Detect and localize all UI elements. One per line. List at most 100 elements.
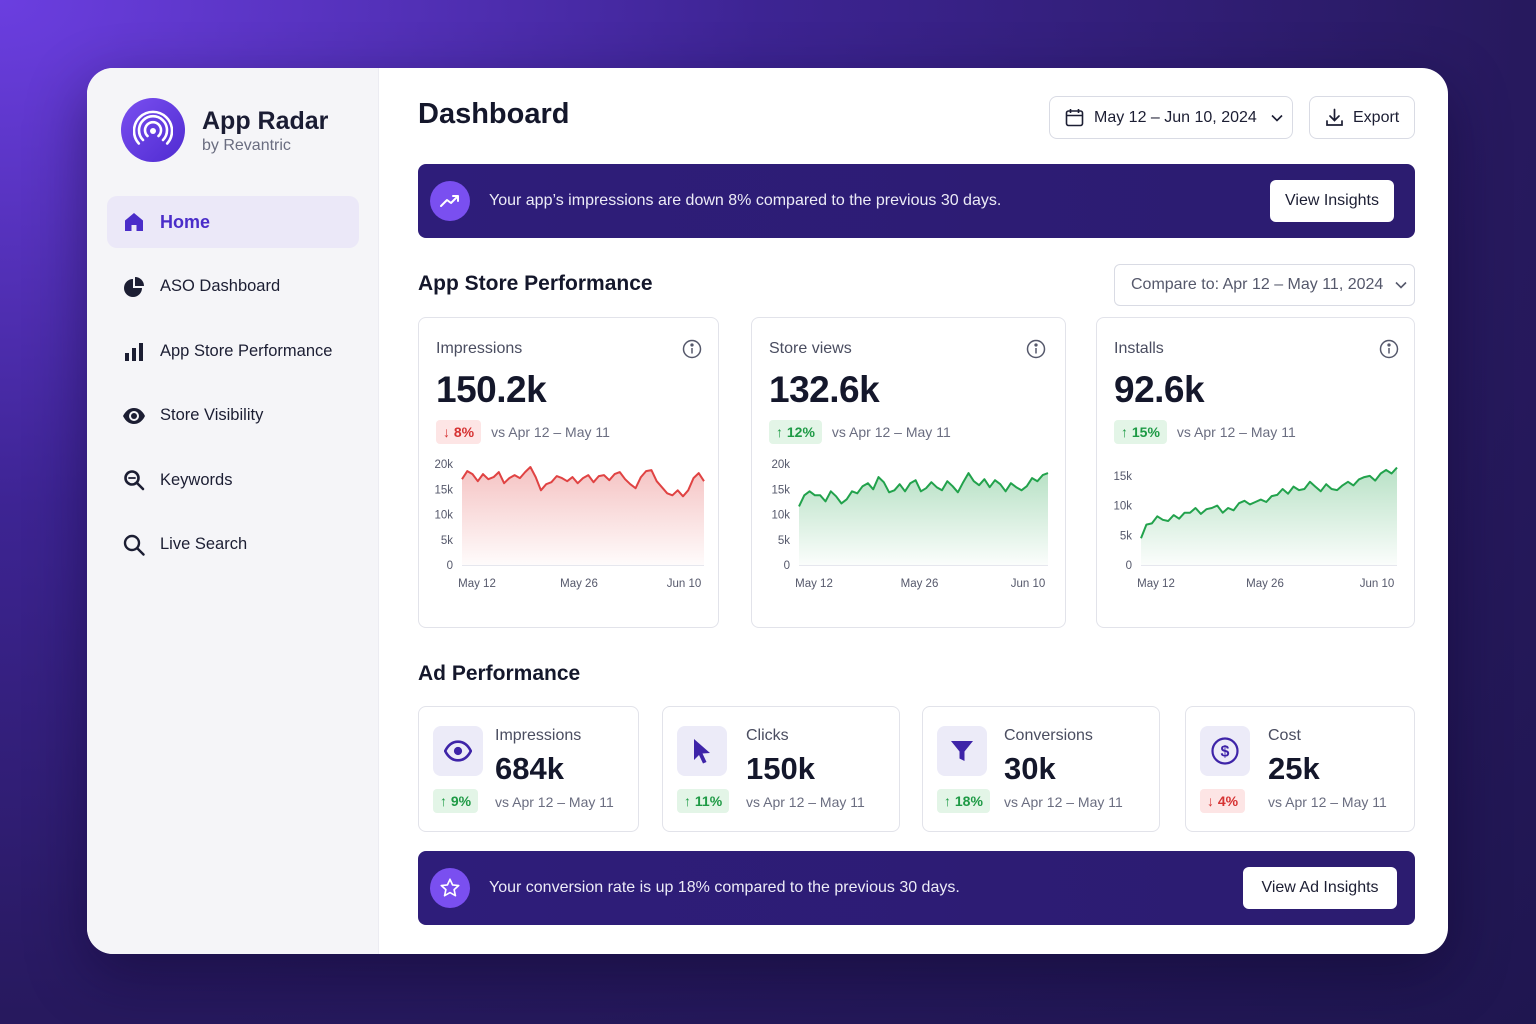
store-views-chart: 0 5k 10k 15k 20k May 12 May 26 Jun 10 bbox=[771, 459, 1049, 590]
y-tick-label: 15k bbox=[434, 484, 453, 496]
info-icon[interactable] bbox=[682, 339, 702, 364]
comparison-period: vs Apr 12 – May 11 bbox=[1176, 424, 1296, 440]
ad-card-value: 30k bbox=[1004, 751, 1056, 786]
conversion-alert-banner: Your conversion rate is up 18% compared … bbox=[418, 851, 1415, 925]
brand[interactable]: App Radar by Revantric bbox=[121, 98, 328, 162]
y-tick-label: 0 bbox=[1126, 560, 1132, 572]
installs-card[interactable]: Installs 92.6k ↑ 15% vs Apr 12 – May 11 … bbox=[1096, 317, 1415, 628]
svg-text:$: $ bbox=[1221, 744, 1230, 761]
arrow-down-icon: ↓ bbox=[1207, 793, 1218, 809]
arrow-down-icon: ↓ bbox=[443, 424, 454, 440]
ad-impressions-card[interactable]: Impressions 684k ↑ 9% vs Apr 12 – May 11 bbox=[418, 706, 639, 832]
change-badge: ↑ 12% bbox=[769, 420, 822, 444]
series-line bbox=[1140, 466, 1398, 539]
comparison-period: vs Apr 12 – May 11 bbox=[491, 424, 610, 440]
arrow-up-icon: ↑ bbox=[776, 424, 787, 440]
x-tick-label: May 12 bbox=[1137, 578, 1175, 590]
y-tick-label: 15k bbox=[1113, 471, 1132, 483]
compare-label: Compare to: Apr 12 – May 11, 2024 bbox=[1131, 276, 1384, 293]
view-insights-button[interactable]: View Insights bbox=[1270, 180, 1394, 222]
home-icon bbox=[122, 210, 146, 234]
ad-cost-card[interactable]: $ Cost 25k ↓ 4% vs Apr 12 – May 11 bbox=[1185, 706, 1415, 832]
ad-card-label: Cost bbox=[1268, 727, 1301, 744]
date-range-picker[interactable]: May 12 – Jun 10, 2024 bbox=[1049, 96, 1293, 139]
pie-chart-icon bbox=[122, 275, 146, 299]
info-icon[interactable] bbox=[1379, 339, 1399, 364]
ad-clicks-card[interactable]: Clicks 150k ↑ 11% vs Apr 12 – May 11 bbox=[662, 706, 900, 832]
sidebar-item-label: Live Search bbox=[160, 535, 248, 553]
arrow-up-icon: ↑ bbox=[440, 793, 451, 809]
change-badge: ↓ 4% bbox=[1200, 789, 1246, 813]
impressions-alert-banner: Your app’s impressions are down 8% compa… bbox=[418, 164, 1415, 238]
cursor-icon bbox=[677, 726, 727, 776]
sidebar-item-home[interactable]: Home bbox=[107, 196, 359, 248]
sidebar-item-aso-dashboard[interactable]: ASO Dashboard bbox=[107, 261, 359, 313]
alert-text: Your conversion rate is up 18% compared … bbox=[489, 879, 960, 896]
export-button[interactable]: Export bbox=[1309, 96, 1415, 139]
sidebar-item-keywords[interactable]: Keywords bbox=[107, 454, 359, 506]
sidebar-item-store-visibility[interactable]: Store Visibility bbox=[107, 390, 359, 442]
ad-card-label: Conversions bbox=[1004, 727, 1093, 744]
info-icon[interactable] bbox=[1026, 339, 1046, 364]
comparison-period: vs Apr 12 – May 11 bbox=[831, 424, 951, 440]
export-label: Export bbox=[1353, 108, 1400, 126]
date-range-label: May 12 – Jun 10, 2024 bbox=[1094, 108, 1257, 126]
x-tick-label: May 12 bbox=[795, 578, 833, 590]
x-tick-label: Jun 10 bbox=[667, 578, 702, 590]
impressions-card[interactable]: Impressions 150.2k ↓ 8% vs Apr 12 – May … bbox=[418, 317, 719, 628]
y-tick-label: 10k bbox=[771, 510, 790, 522]
series-line bbox=[461, 466, 705, 498]
y-tick-label: 15k bbox=[771, 484, 790, 496]
series-area bbox=[799, 473, 1048, 565]
view-ad-insights-button[interactable]: View Ad Insights bbox=[1243, 867, 1397, 909]
app-window: App Radar by Revantric Home ASO Dashboar… bbox=[87, 68, 1448, 954]
sidebar-item-live-search[interactable]: Live Search bbox=[107, 519, 359, 571]
store-views-card[interactable]: Store views 132.6k ↑ 12% vs Apr 12 – May… bbox=[751, 317, 1066, 628]
ad-card-value: 25k bbox=[1268, 751, 1320, 786]
comparison-period: vs Apr 12 – May 11 bbox=[1004, 794, 1123, 810]
sidebar-item-label: Keywords bbox=[160, 470, 233, 489]
card-value: 132.6k bbox=[769, 369, 880, 410]
download-icon bbox=[1325, 108, 1344, 127]
change-badge: ↑ 15% bbox=[1114, 420, 1167, 444]
store-section-title: App Store Performance bbox=[418, 272, 653, 295]
change-badge: ↓ 8% bbox=[436, 420, 482, 444]
comparison-period: vs Apr 12 – May 11 bbox=[495, 794, 614, 810]
compare-range-select[interactable]: Compare to: Apr 12 – May 11, 2024 bbox=[1114, 264, 1415, 306]
x-tick-label: May 26 bbox=[1246, 578, 1284, 590]
y-tick-label: 10k bbox=[1113, 501, 1132, 513]
ad-card-label: Impressions bbox=[495, 727, 582, 744]
series-area bbox=[1141, 467, 1397, 565]
card-label: Store views bbox=[769, 340, 852, 357]
calendar-icon bbox=[1065, 108, 1084, 127]
x-tick-label: Jun 10 bbox=[1011, 578, 1046, 590]
sidebar-item-label: App Store Performance bbox=[160, 341, 333, 360]
main-content: Dashboard May 12 – Jun 10, 2024 Export Y… bbox=[418, 68, 1448, 954]
sidebar-item-label: Home bbox=[160, 211, 211, 232]
trend-icon bbox=[430, 181, 470, 221]
ad-card-value: 150k bbox=[746, 751, 815, 786]
ad-card-value: 684k bbox=[495, 751, 564, 786]
ad-card-label: Clicks bbox=[746, 727, 789, 744]
sidebar-item-label: ASO Dashboard bbox=[160, 277, 281, 295]
funnel-icon bbox=[937, 726, 987, 776]
y-tick-label: 10k bbox=[434, 510, 453, 522]
comparison-period: vs Apr 12 – May 11 bbox=[1268, 794, 1387, 810]
app-subtitle: by Revantric bbox=[202, 136, 291, 154]
sidebar-nav: Home ASO Dashboard App Store Performance… bbox=[107, 196, 359, 583]
y-tick-label: 5k bbox=[441, 535, 453, 547]
chevron-down-icon bbox=[1395, 281, 1407, 289]
ad-conversions-card[interactable]: Conversions 30k ↑ 18% vs Apr 12 – May 11 bbox=[922, 706, 1160, 832]
keyword-search-icon bbox=[122, 468, 146, 492]
x-tick-label: May 12 bbox=[458, 578, 496, 590]
installs-chart: 0 5k 10k 15k May 12 May 26 Jun 10 bbox=[1113, 466, 1398, 590]
star-icon bbox=[430, 868, 470, 908]
change-badge: ↑ 11% bbox=[677, 789, 730, 813]
arrow-up-icon: ↑ bbox=[684, 793, 695, 809]
card-value: 150.2k bbox=[436, 369, 547, 410]
y-tick-label: 5k bbox=[1120, 530, 1132, 542]
series-line bbox=[798, 472, 1049, 507]
x-tick-label: Jun 10 bbox=[1360, 578, 1395, 590]
sidebar-item-app-store-performance[interactable]: App Store Performance bbox=[107, 325, 359, 377]
comparison-period: vs Apr 12 – May 11 bbox=[746, 794, 865, 810]
